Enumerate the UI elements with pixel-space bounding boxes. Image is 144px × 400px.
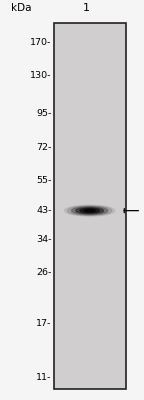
Text: 1: 1 [83,3,90,13]
Ellipse shape [64,205,115,216]
Ellipse shape [84,210,95,212]
Ellipse shape [80,208,99,213]
Ellipse shape [87,210,92,211]
Text: 34-: 34- [36,235,52,244]
Text: 72-: 72- [36,143,52,152]
Ellipse shape [76,208,104,214]
Text: 11-: 11- [36,373,52,382]
Text: 55-: 55- [36,176,52,185]
Text: 170-: 170- [30,38,52,47]
Text: kDa: kDa [11,3,31,13]
Text: 95-: 95- [36,109,52,118]
Text: 130-: 130- [30,71,52,80]
Text: 43-: 43- [36,206,52,215]
Text: 26-: 26- [36,268,52,276]
Text: 17-: 17- [36,320,52,328]
Ellipse shape [67,206,112,216]
Bar [54,23,126,389]
Ellipse shape [71,207,108,215]
